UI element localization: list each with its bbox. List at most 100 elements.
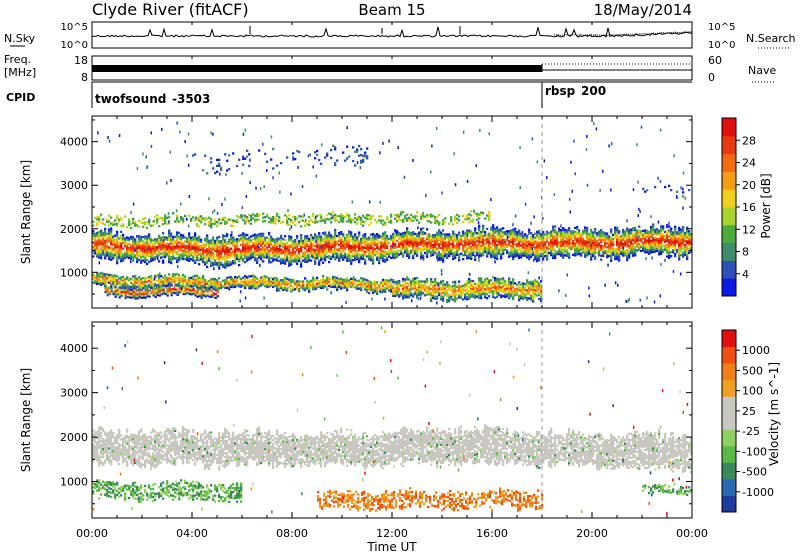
rti-cell: [224, 260, 227, 263]
rti-cell: [364, 244, 367, 247]
cpid-entry-1-name: rbsp: [545, 84, 576, 98]
rti-cell: [226, 254, 229, 257]
rti-cell: [404, 247, 407, 250]
rti-cell: [234, 279, 237, 283]
rti-cell: [398, 289, 401, 292]
rti-cell: [154, 278, 157, 282]
rti-cell: [582, 241, 585, 244]
rti-cell: [308, 253, 311, 256]
rti-cell: [624, 234, 627, 237]
rti-cell: [210, 239, 213, 242]
rti-cell: [180, 241, 183, 244]
rti-cell: [102, 280, 105, 283]
rti-cell: [150, 279, 153, 282]
rti-cell: [194, 261, 197, 264]
rti-cell: [96, 249, 99, 252]
rti-cell: [598, 248, 601, 251]
rti-cell: [192, 290, 195, 293]
rti-cell: [512, 240, 515, 243]
rti-cell: [558, 247, 561, 250]
rti-cell: [354, 247, 357, 250]
rti-cell: [144, 247, 147, 250]
rti-cell: [440, 241, 443, 244]
rti-cell: [388, 281, 391, 284]
rti-cell: [146, 245, 149, 248]
noise-left-tick-top: 10^5: [61, 22, 88, 33]
rti-cell: [256, 234, 259, 237]
rti-cell: [586, 242, 589, 245]
rti-cell: [194, 234, 197, 237]
rti-cell: [680, 246, 683, 249]
rti-cell: [426, 287, 429, 290]
rti-cell: [674, 243, 677, 246]
rti-cell: [282, 242, 285, 245]
rti-cell: [580, 240, 583, 243]
rti-cell: [148, 260, 151, 264]
rti-cell: [236, 276, 239, 279]
rti-cell: [474, 288, 477, 291]
rti-cell: [290, 282, 293, 285]
rti-cell: [558, 241, 561, 244]
rti-cell: [644, 251, 647, 254]
rti-cell: [176, 241, 179, 244]
rti-cell: [190, 244, 193, 247]
rti-cell: [442, 254, 445, 257]
rti-cell: [158, 234, 161, 238]
rti-cell: [478, 242, 481, 245]
rti-cell: [158, 236, 161, 239]
rti-cell: [470, 279, 473, 283]
rti-cell: [398, 295, 401, 298]
rti-cell: [418, 231, 421, 234]
rti-cell: [326, 255, 329, 258]
rti-cell: [112, 255, 115, 258]
rti-cell: [482, 230, 485, 233]
rti-cell: [178, 241, 181, 244]
rti-cell: [136, 295, 139, 298]
rti-cell: [680, 254, 683, 257]
rti-cell: [284, 288, 287, 291]
rti-cell: [320, 259, 323, 262]
rti-cell: [174, 239, 177, 242]
rti-cell: [322, 282, 325, 286]
rti-cell: [482, 224, 485, 228]
rti-cell: [258, 234, 261, 238]
rti-cell: [286, 249, 289, 252]
rti-cell: [376, 282, 379, 286]
rti-cell: [398, 287, 401, 291]
rti-cell: [638, 233, 641, 236]
rti-cell: [256, 245, 259, 249]
rti-cell: [498, 248, 501, 251]
rti-cell: [484, 231, 487, 234]
rti-cell: [442, 243, 445, 246]
rti-cell: [318, 251, 321, 254]
rti-cell: [104, 287, 107, 290]
rti-cell: [148, 245, 151, 248]
rti-cell: [278, 279, 281, 282]
rti-cell: [232, 240, 235, 243]
rti-cell: [590, 240, 593, 243]
rti-cell: [170, 242, 173, 245]
rti-cell: [532, 241, 535, 245]
rti-cell: [218, 281, 221, 284]
rti-cell: [458, 259, 461, 262]
rti-cell: [256, 238, 259, 241]
rti-cell: [424, 243, 427, 247]
rti-cell: [148, 233, 151, 236]
rti-cell: [94, 246, 97, 249]
rti-cell: [212, 244, 215, 247]
rti-cell: [366, 285, 369, 288]
rti-cell: [376, 286, 379, 290]
rti-cell: [238, 285, 241, 288]
rti-cell: [314, 235, 317, 238]
rti-cell: [438, 233, 441, 236]
rti-cell: [510, 244, 513, 248]
rti-cell: [500, 243, 503, 246]
rti-cell: [340, 244, 343, 247]
rti-cell: [220, 247, 223, 251]
rti-cell: [338, 259, 341, 262]
rti-cell: [528, 246, 531, 249]
rti-cell: [318, 241, 321, 245]
rti-cell: [644, 233, 647, 236]
rti-cell: [182, 275, 185, 279]
rti-cell: [304, 289, 307, 292]
